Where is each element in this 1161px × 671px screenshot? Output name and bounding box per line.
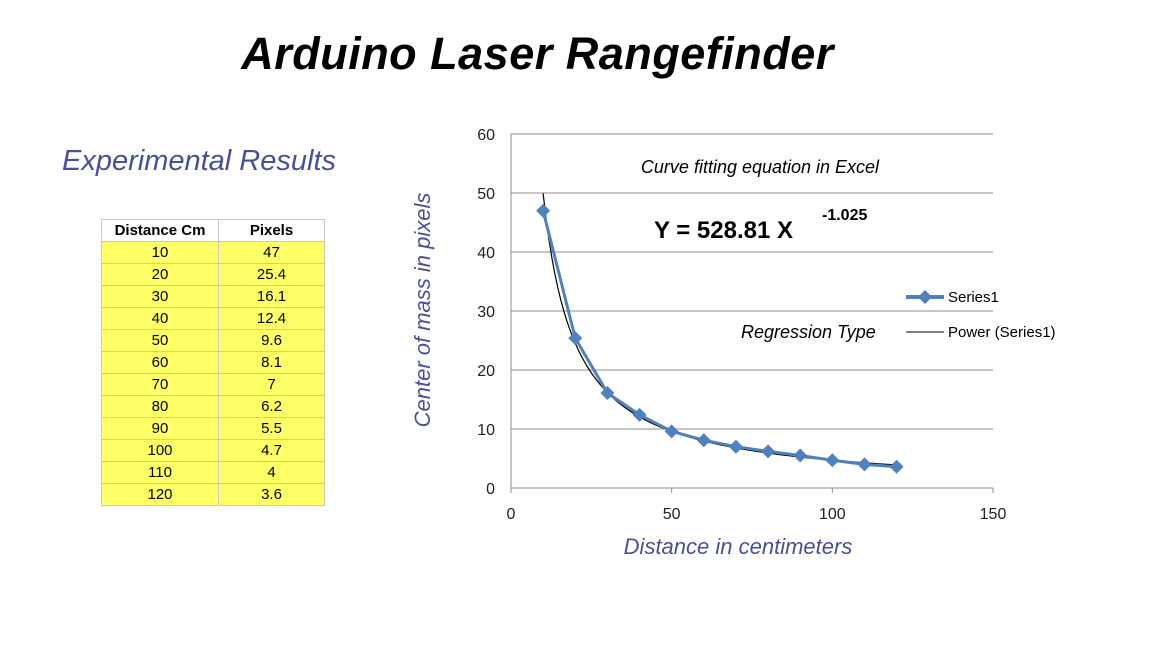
data-point — [857, 457, 872, 472]
cell-pixels: 9.6 — [218, 329, 325, 352]
cell-pixels: 4.7 — [218, 439, 325, 462]
table-row: 20 25.4 — [101, 263, 325, 286]
data-point — [664, 424, 679, 439]
cell-distance: 30 — [101, 285, 219, 308]
y-tick-label: 40 — [477, 245, 495, 262]
cell-pixels: 3.6 — [218, 483, 325, 506]
table-row: 50 9.6 — [101, 329, 325, 352]
data-point — [568, 331, 583, 346]
data-point — [696, 433, 711, 448]
legend-trendline-label: Power (Series1) — [948, 324, 1056, 341]
cell-pixels: 7 — [218, 373, 325, 396]
legend-series1-marker — [918, 290, 932, 304]
table-row: 40 12.4 — [101, 307, 325, 330]
fit-note: Curve fitting equation in Excel — [641, 157, 880, 177]
y-tick-label: 20 — [477, 363, 495, 380]
slide-title: Arduino Laser Rangefinder — [241, 28, 834, 79]
y-axis-title: Center of mass in pixels — [410, 193, 435, 428]
cell-pixels: 12.4 — [218, 307, 325, 330]
x-axis-title: Distance in centimeters — [624, 534, 853, 559]
y-tick-label: 30 — [477, 304, 495, 321]
data-point — [889, 459, 904, 474]
chart-axes — [510, 134, 994, 493]
data-point — [728, 439, 743, 454]
cell-pixels: 6.2 — [218, 395, 325, 418]
table-row: 10 47 — [101, 241, 325, 264]
data-point — [536, 203, 551, 218]
data-point — [825, 453, 840, 468]
x-tick-label: 0 — [507, 506, 516, 523]
table-row: 70 7 — [101, 373, 325, 396]
legend-series1-label: Series1 — [948, 289, 999, 306]
y-tick-label: 50 — [477, 186, 495, 203]
cell-pixels: 25.4 — [218, 263, 325, 286]
chart-tick-labels: 0 10 20 30 40 50 60 0 50 100 150 — [477, 127, 1006, 523]
cell-distance: 40 — [101, 307, 219, 330]
data-point — [632, 407, 647, 422]
table-body: 10 47 20 25.4 30 16.1 40 12.4 50 9.6 60 8.1 70 7 80 6.2… — [101, 241, 325, 506]
x-tick-label: 150 — [980, 506, 1007, 523]
data-point — [761, 444, 776, 459]
cell-distance: 20 — [101, 263, 219, 286]
fit-equation-exponent: -1.025 — [822, 207, 867, 224]
data-point — [793, 448, 808, 463]
x-tick-label: 100 — [819, 506, 846, 523]
y-tick-label: 0 — [486, 481, 495, 498]
results-table: Distance Cm Pixels 10 47 20 25.4 30 16.1 40 12.… — [101, 219, 325, 506]
cell-distance: 50 — [101, 329, 219, 352]
cell-pixels: 47 — [218, 241, 325, 264]
column-header-distance: Distance Cm — [101, 219, 219, 242]
chart-gridlines — [511, 133, 993, 430]
table-row: 60 8.1 — [101, 351, 325, 374]
cell-pixels: 5.5 — [218, 417, 325, 440]
fit-equation: Y = 528.81 X — [654, 217, 793, 244]
table-header-row: Distance Cm Pixels — [101, 219, 325, 242]
column-header-pixels: Pixels — [218, 219, 325, 242]
cell-distance: 70 — [101, 373, 219, 396]
y-tick-label: 60 — [477, 127, 495, 144]
chart-legend: Series1 Power (Series1) — [906, 289, 1056, 341]
table-row: 110 4 — [101, 461, 325, 484]
slide-subtitle: Experimental Results — [62, 145, 336, 177]
cell-distance: 90 — [101, 417, 219, 440]
cell-distance: 120 — [101, 483, 219, 506]
cell-distance: 110 — [101, 461, 219, 484]
cell-distance: 60 — [101, 351, 219, 374]
table-row: 30 16.1 — [101, 285, 325, 308]
table-row: 120 3.6 — [101, 483, 325, 506]
x-tick-label: 50 — [663, 506, 681, 523]
cell-pixels: 16.1 — [218, 285, 325, 308]
regression-type-label: Regression Type — [741, 322, 876, 342]
table-row: 80 6.2 — [101, 395, 325, 418]
y-tick-label: 10 — [477, 422, 495, 439]
table-row: 100 4.7 — [101, 439, 325, 462]
chart-series-layer — [536, 203, 904, 474]
table-row: 90 5.5 — [101, 417, 325, 440]
data-point — [600, 386, 615, 401]
